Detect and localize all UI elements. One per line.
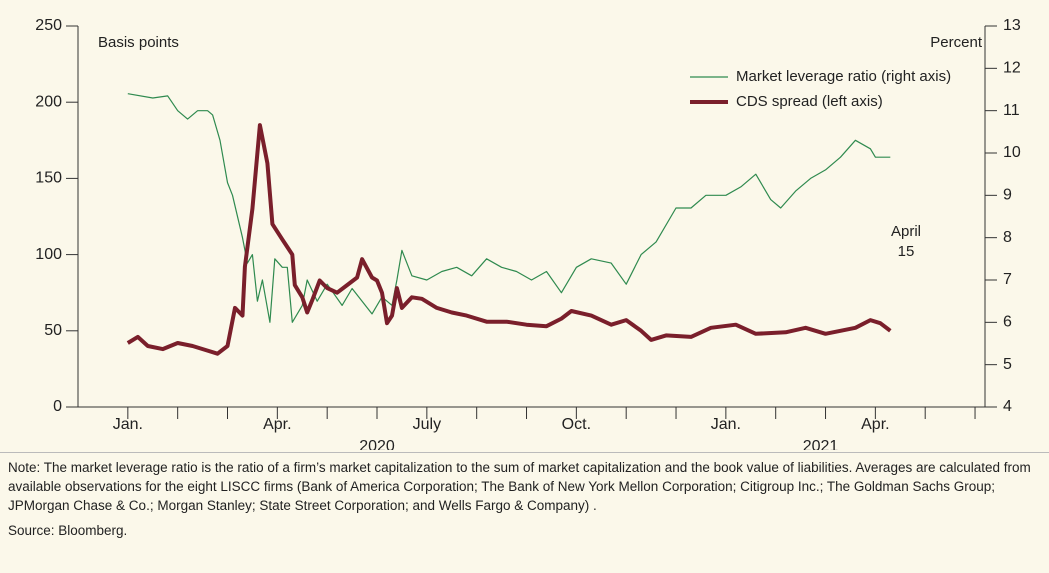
right-axis-label: Percent	[930, 34, 983, 51]
annotation: April	[891, 223, 921, 240]
annotation: 15	[898, 243, 915, 260]
x-tick-label: Apr.	[861, 416, 889, 433]
separator	[0, 452, 1049, 453]
source: Source: Bloomberg.	[8, 523, 128, 538]
x-tick-label: Jan.	[711, 416, 741, 433]
y2-tick-label: 9	[1003, 187, 1012, 204]
x-tick-label: Apr.	[263, 416, 291, 433]
series-line	[126, 123, 892, 356]
y2-tick-label: 12	[1003, 60, 1021, 77]
y2-tick-label: 8	[1003, 229, 1012, 246]
y-tick-label: 100	[35, 246, 62, 263]
chart: Basis points Percent April 15 0 50 100 150 2…	[35, 17, 1021, 450]
left-axis-label: Basis points	[98, 34, 179, 51]
y2-tick-label: 11	[1003, 102, 1020, 119]
y2-tick-label: 6	[1003, 314, 1012, 331]
y2-tick-label: 5	[1003, 356, 1012, 373]
y-tick-label: 200	[35, 93, 62, 110]
y2-tick-label: 13	[1003, 17, 1021, 34]
series-line	[127, 93, 891, 323]
y-tick-label: 0	[53, 398, 62, 415]
legend-label: Market leverage ratio (right axis)	[736, 68, 951, 85]
note: Note: The market leverage ratio is the r…	[8, 460, 1031, 513]
x-tick-label: July	[413, 416, 441, 433]
y-tick-label: 250	[35, 17, 62, 34]
y-tick-label: 50	[44, 322, 62, 339]
legend-label: CDS spread (left axis)	[736, 93, 883, 110]
year-label: 2020	[359, 438, 395, 450]
y2-tick-label: 7	[1003, 271, 1012, 288]
x-tick-label: Jan.	[113, 416, 143, 433]
y2-tick-label: 4	[1003, 398, 1012, 415]
y2-tick-label: 10	[1003, 144, 1021, 161]
year-label: 2021	[803, 438, 839, 450]
notes: Note: The market leverage ratio is the r…	[8, 458, 1038, 546]
y-tick-label: 150	[35, 170, 62, 187]
x-tick-label: Oct.	[562, 416, 591, 433]
